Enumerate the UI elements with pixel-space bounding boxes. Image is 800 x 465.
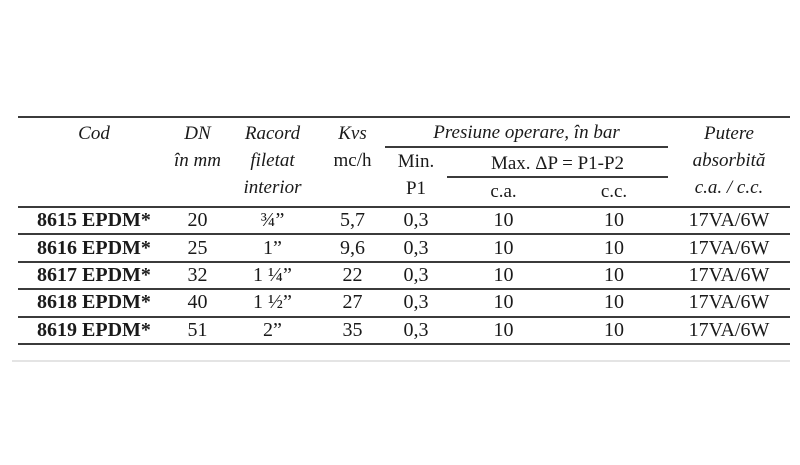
- cell-cod: 8616 EPDM*: [37, 236, 151, 259]
- col-header-ca: c.a.: [490, 181, 517, 202]
- cell-racord: 2”: [263, 318, 282, 341]
- cell-max-ca: 10: [493, 291, 514, 314]
- col-header-putere-line3: c.a. / c.c.: [694, 177, 764, 198]
- cell-max-cc: 10: [604, 236, 624, 259]
- cell-dn: 20: [187, 209, 208, 232]
- col-header-presiune-group: Presiune operare, în bar Min. P1 Max. ΔP…: [385, 118, 668, 206]
- cell-max-ca: 10: [493, 318, 514, 341]
- col-header-racord: Racord filetat interior: [225, 118, 320, 206]
- cell-kvs: 22: [342, 263, 363, 286]
- cell-min-p1: 0,3: [403, 263, 429, 286]
- col-header-max-group: Max. ΔP = P1-P2 c.a. c.c.: [447, 148, 668, 206]
- col-header-putere: Putere absorbită c.a. / c.c.: [668, 118, 790, 206]
- cell-min-p1: 0,3: [403, 318, 429, 341]
- col-header-cc: c.c.: [600, 181, 628, 202]
- col-header-racord-line1: Racord: [244, 123, 301, 144]
- col-header-min-line2: P1: [405, 178, 427, 199]
- cell-putere: 17VA/6W: [688, 236, 770, 259]
- col-header-racord-line3: interior: [243, 177, 302, 198]
- cell-putere: 17VA/6W: [688, 291, 770, 314]
- col-header-cod-label: Cod: [78, 123, 110, 144]
- col-header-cod: Cod: [18, 118, 170, 206]
- cell-max-cc: 10: [604, 263, 624, 286]
- col-header-kvs-line1: Kvs: [338, 123, 367, 144]
- cell-max-cc: 10: [604, 209, 624, 232]
- cell-dn: 51: [187, 318, 208, 341]
- col-header-racord-line2: filetat: [250, 150, 295, 171]
- cell-min-p1: 0,3: [403, 236, 429, 259]
- col-header-min-line1: Min.: [397, 151, 435, 172]
- table-header: Cod DN în mm Racord filetat interior Kvs…: [18, 116, 790, 208]
- cell-dn: 25: [187, 236, 208, 259]
- col-header-putere-line1: Putere: [704, 123, 754, 144]
- cell-racord: 1 ½”: [253, 291, 292, 314]
- col-header-min-p1: Min. P1: [385, 148, 447, 206]
- cell-racord: 1”: [263, 236, 282, 259]
- cell-racord: ¾”: [260, 209, 285, 232]
- col-header-putere-line2: absorbită: [692, 150, 766, 171]
- cell-min-p1: 0,3: [403, 291, 429, 314]
- col-header-kvs-line2: mc/h: [333, 150, 372, 171]
- cell-kvs: 35: [342, 318, 363, 341]
- presiune-group-title: Presiune operare, în bar: [385, 118, 668, 148]
- cell-max-cc: 10: [604, 291, 624, 314]
- table-row: 8619 EPDM* 51 2” 35 0,3 10 10 17VA/6W: [18, 318, 790, 345]
- page-divider-rule: [12, 360, 790, 362]
- cell-min-p1: 0,3: [403, 209, 429, 232]
- cell-max-ca: 10: [493, 263, 514, 286]
- cell-cod: 8617 EPDM*: [37, 263, 151, 286]
- table-row: 8616 EPDM* 25 1” 9,6 0,3 10 10 17VA/6W: [18, 235, 790, 263]
- col-header-dn-line2: în mm: [174, 150, 221, 171]
- table-row: 8615 EPDM* 20 ¾” 5,7 0,3 10 10 17VA/6W: [18, 208, 790, 236]
- cell-max-ca: 10: [493, 236, 514, 259]
- cell-kvs: 5,7: [340, 209, 365, 232]
- cell-max-ca: 10: [493, 209, 514, 232]
- cell-cod: 8619 EPDM*: [37, 318, 151, 341]
- cell-racord: 1 ¼”: [253, 263, 292, 286]
- table-row: 8618 EPDM* 40 1 ½” 27 0,3 10 10 17VA/6W: [18, 290, 790, 318]
- col-header-dn-line1: DN: [184, 123, 211, 144]
- cell-dn: 40: [187, 291, 208, 314]
- cell-max-cc: 10: [604, 318, 624, 341]
- cell-putere: 17VA/6W: [688, 209, 770, 232]
- cell-cod: 8618 EPDM*: [37, 291, 151, 314]
- cell-cod: 8615 EPDM*: [37, 209, 151, 232]
- cell-putere: 17VA/6W: [688, 318, 770, 341]
- cell-dn: 32: [187, 263, 208, 286]
- max-group-title: Max. ΔP = P1-P2: [447, 148, 668, 178]
- col-header-kvs: Kvs mc/h: [320, 118, 385, 206]
- spec-table: Cod DN în mm Racord filetat interior Kvs…: [18, 116, 790, 345]
- cell-putere: 17VA/6W: [688, 263, 770, 286]
- col-header-dn: DN în mm: [170, 118, 225, 206]
- table-row: 8617 EPDM* 32 1 ¼” 22 0,3 10 10 17VA/6W: [18, 263, 790, 291]
- cell-kvs: 9,6: [340, 236, 365, 259]
- cell-kvs: 27: [342, 291, 363, 314]
